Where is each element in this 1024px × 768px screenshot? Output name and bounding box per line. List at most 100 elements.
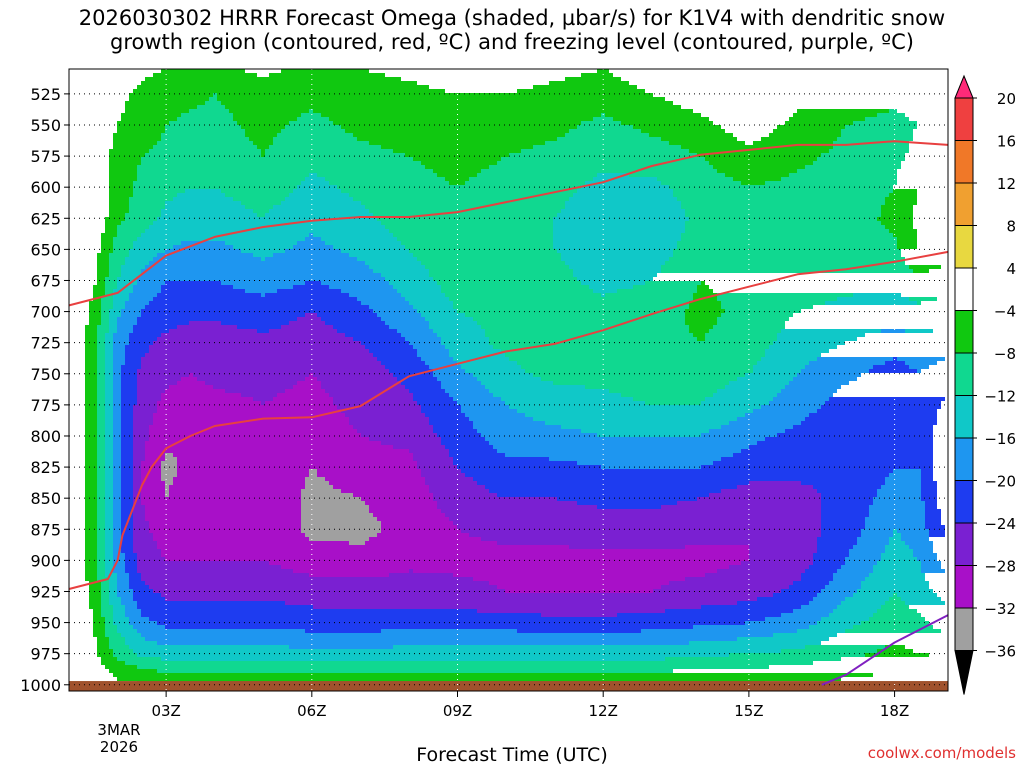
omega-cell [117, 229, 145, 233]
omega-cell [329, 181, 449, 185]
omega-cell [517, 89, 645, 93]
omega-cell [69, 485, 85, 489]
omega-cell [121, 273, 141, 277]
omega-cell [113, 505, 121, 509]
omega-cell [785, 121, 853, 125]
omega-cell [69, 341, 85, 345]
colorbar-bin [954, 310, 974, 354]
omega-cell [301, 513, 373, 517]
omega-cell [161, 137, 249, 141]
omega-cell [101, 233, 117, 237]
omega-cell [581, 429, 709, 433]
credit-link[interactable]: coolwx.com/models [867, 744, 1016, 762]
omega-cell [145, 77, 401, 81]
omega-cell [105, 393, 113, 397]
omega-cell [129, 93, 213, 97]
omega-cell [677, 245, 897, 249]
omega-cell [421, 405, 461, 409]
omega-cell [717, 293, 853, 297]
omega-cell [641, 129, 725, 133]
omega-cell [869, 369, 917, 373]
omega-cell [365, 501, 437, 505]
omega-cell [549, 81, 629, 85]
omega-cell [117, 233, 141, 237]
omega-cell [349, 541, 365, 545]
omega-cell [133, 329, 169, 333]
omega-cell [121, 493, 133, 497]
omega-cell [109, 169, 137, 173]
omega-cell [165, 493, 169, 497]
omega-cell [485, 485, 737, 489]
omega-cell [137, 601, 285, 605]
axes: 5255505756006256506757007257507758008258… [20, 68, 949, 720]
omega-cell [413, 393, 449, 397]
omega-cell [69, 597, 89, 601]
omega-cell [69, 365, 85, 369]
omega-cell [897, 593, 937, 597]
omega-cell [105, 513, 113, 517]
omega-cell [121, 481, 133, 485]
omega-cell [113, 401, 121, 405]
omega-cell [853, 625, 933, 629]
omega-cell [69, 473, 85, 477]
omega-cell [909, 297, 937, 301]
omega-cell [237, 121, 289, 125]
omega-cell [373, 309, 417, 313]
omega-cell [317, 313, 377, 317]
omega-cell [157, 293, 261, 297]
omega-cell [901, 537, 929, 541]
omega-cell [109, 269, 121, 273]
omega-cell [105, 361, 113, 365]
omega-cell [137, 665, 769, 669]
omega-cell [877, 489, 921, 493]
omega-cell [129, 577, 141, 581]
omega-cell [105, 437, 113, 441]
omega-cell [69, 161, 109, 165]
omega-cell [69, 501, 85, 505]
omega-cell [665, 657, 841, 661]
omega-cell [97, 405, 105, 409]
omega-cell [117, 325, 133, 329]
omega-cell [85, 389, 97, 393]
omega-cell [613, 73, 837, 77]
omega-cell [69, 425, 85, 429]
omega-cell [69, 637, 97, 641]
omega-cell [69, 537, 85, 541]
omega-cell [97, 573, 105, 577]
omega-cell [473, 577, 685, 581]
omega-cell [413, 453, 449, 457]
omega-cell [137, 569, 293, 573]
omega-cell [105, 537, 113, 541]
omega-cell [109, 197, 129, 201]
omega-cell [905, 361, 937, 365]
omega-cell [161, 69, 245, 73]
omega-cell [473, 421, 545, 425]
omega-cell [113, 365, 121, 369]
omega-cell [489, 581, 669, 585]
omega-cell [705, 397, 773, 401]
omega-cell [761, 357, 817, 361]
omega-cell [69, 401, 85, 405]
omega-cell [113, 521, 121, 525]
omega-cell [841, 129, 913, 133]
omega-cell [341, 489, 429, 493]
omega-cell [69, 209, 109, 213]
omega-cell [729, 653, 865, 657]
omega-cell [113, 469, 121, 473]
omega-cell [677, 197, 885, 201]
omega-cell [85, 373, 97, 377]
omega-cell [121, 433, 133, 437]
omega-cell [109, 253, 129, 257]
omega-cell [421, 409, 461, 413]
omega-cell [109, 205, 129, 209]
omega-cell [665, 261, 905, 265]
omega-cell [69, 317, 89, 321]
omega-cell [473, 317, 685, 321]
omega-cell [137, 321, 189, 325]
omega-cell [397, 237, 553, 241]
omega-cell [133, 437, 149, 441]
omega-cell [921, 565, 941, 569]
omega-cell [825, 301, 917, 305]
omega-cell [477, 609, 665, 613]
omega-cell [113, 485, 121, 489]
